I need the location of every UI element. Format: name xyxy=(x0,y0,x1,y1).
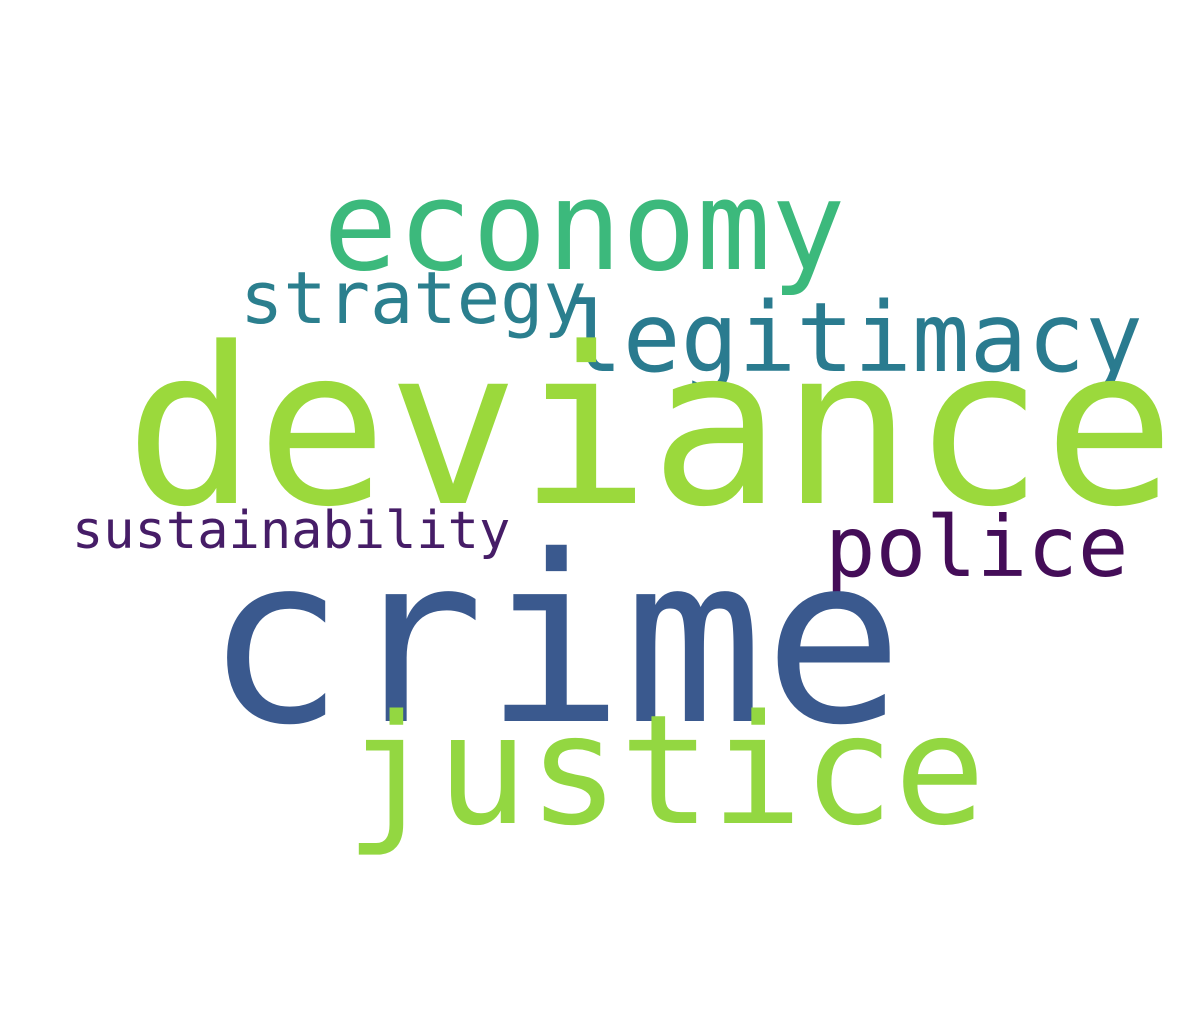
word-justice: justice xyxy=(345,682,986,859)
word-legitimacy: legitimacy xyxy=(565,282,1143,394)
word-economy: economy xyxy=(323,155,846,299)
word-police: police xyxy=(825,498,1129,596)
word-sustainability: sustainability xyxy=(72,501,511,561)
word-deviance: deviance xyxy=(125,302,1175,555)
word-crime: crime xyxy=(205,506,904,776)
word-strategy: strategy xyxy=(240,256,587,340)
